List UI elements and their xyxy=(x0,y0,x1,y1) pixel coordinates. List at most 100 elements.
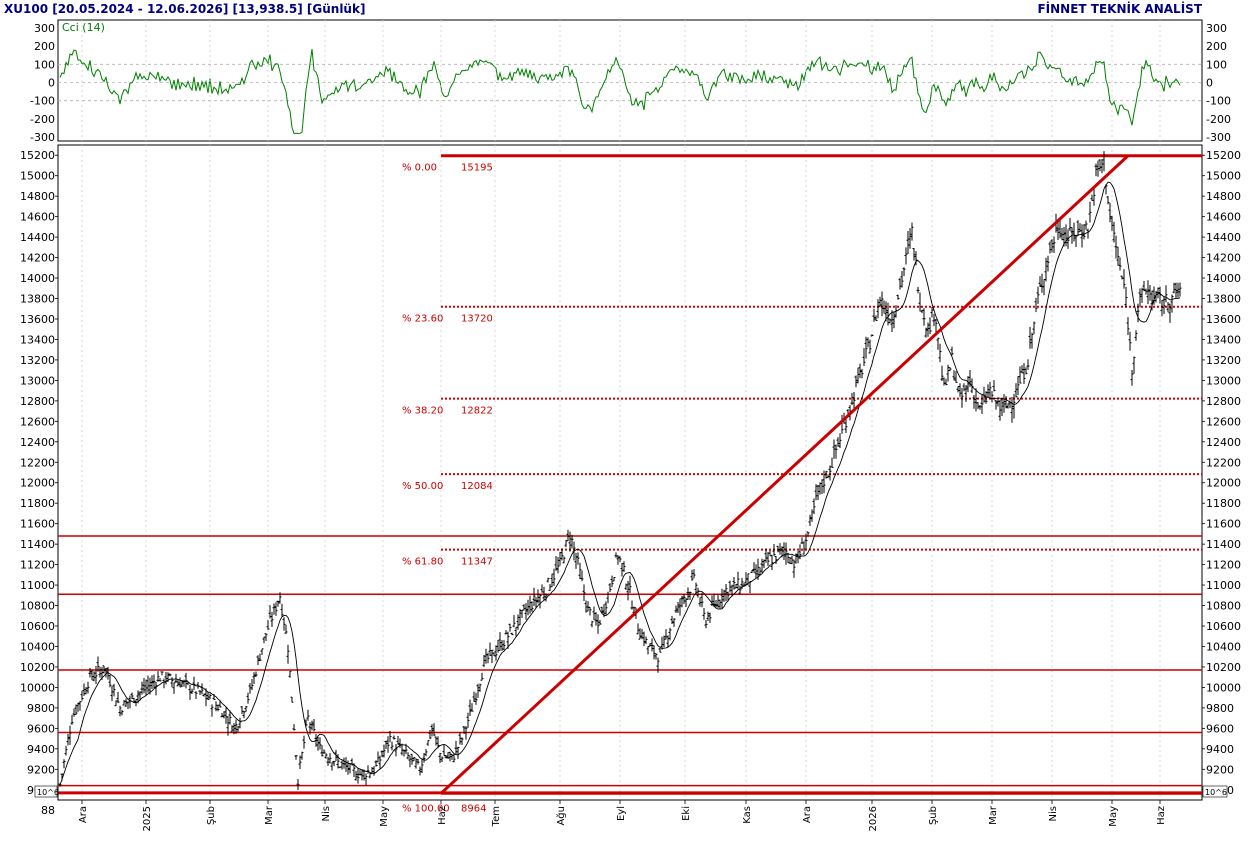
y-tick-label-left: 11600 xyxy=(20,518,55,531)
y-tick-label-right: 12200 xyxy=(1206,456,1241,469)
cci-tick-right: 200 xyxy=(1206,40,1227,53)
y-tick-label-left: 9800 xyxy=(27,702,55,715)
y-tick-label-right: 14200 xyxy=(1206,252,1241,265)
fib-pct-label: % 100.00 xyxy=(402,803,450,814)
y-tick-label-right: 14000 xyxy=(1206,272,1241,285)
y-tick-label-right: 13000 xyxy=(1206,374,1241,387)
fib-pct-label: % 61.80 xyxy=(402,557,443,568)
y-tick-label-left: 10400 xyxy=(20,640,55,653)
y-tick-label-right: 12800 xyxy=(1206,395,1241,408)
trend-line xyxy=(439,154,1130,795)
chart-title: XU100 [20.05.2024 - 12.06.2026] [13,938.… xyxy=(4,2,365,16)
cci-tick-left: 0 xyxy=(48,77,55,90)
y-tick-label-right: 11000 xyxy=(1206,579,1241,592)
x-axis: Ara 2025 Şub Mar Nis May Haz Tem Ağu Eyl Eki Kas Ara… xyxy=(58,799,1202,831)
y-tick-label-left: 15200 xyxy=(20,149,55,162)
y-tick-label-right: 14600 xyxy=(1206,211,1241,224)
fib-value-label: 13720 xyxy=(461,314,493,325)
cci-tick-left: -300 xyxy=(30,131,55,144)
x-tick-label: Nis xyxy=(321,806,332,821)
y-tick-label-left: 12200 xyxy=(20,456,55,469)
y-tick-label-left: 12800 xyxy=(20,395,55,408)
y-tick-label-left: 9400 xyxy=(27,743,55,756)
y-tick-label-partial: 88 xyxy=(41,804,55,817)
fib-pct-label: % 23.60 xyxy=(402,314,443,325)
x-tick-label: May xyxy=(1108,806,1119,827)
y-tick-label-right: 15000 xyxy=(1206,170,1241,183)
y-tick-label-right: 13600 xyxy=(1206,313,1241,326)
y-tick-label-left: 10200 xyxy=(20,661,55,674)
price-panel: 9000920094009600980010000102001040010600… xyxy=(20,20,1241,817)
scale-badge-right: 10^6 xyxy=(1205,788,1227,797)
x-tick-label: Eki xyxy=(681,806,692,821)
y-tick-label-left: 14000 xyxy=(20,272,55,285)
y-tick-label-left: 12000 xyxy=(20,477,55,490)
x-tick-label: Ara xyxy=(802,806,813,823)
fib-pct-label: % 0.00 xyxy=(402,163,437,174)
moving-average-line xyxy=(59,181,1181,785)
cci-tick-right: 100 xyxy=(1206,58,1227,71)
x-tick-label: Şub xyxy=(928,806,939,825)
y-tick-label-right: 13800 xyxy=(1206,293,1241,306)
y-tick-label-left: 9200 xyxy=(27,763,55,776)
x-tick-label: Şub xyxy=(206,806,217,825)
y-tick-label-right: 13200 xyxy=(1206,354,1241,367)
cci-tick-right: -300 xyxy=(1206,131,1231,144)
y-tick-label-left: 15000 xyxy=(20,170,55,183)
y-tick-label-right: 9400 xyxy=(1206,743,1234,756)
y-tick-label-right: 15200 xyxy=(1206,149,1241,162)
y-tick-label-left: 10800 xyxy=(20,600,55,613)
y-tick-label-right: 11800 xyxy=(1206,497,1241,510)
y-tick-label-left: 14800 xyxy=(20,190,55,203)
cci-line xyxy=(59,49,1181,134)
y-tick-label-left: 9600 xyxy=(27,722,55,735)
y-tick-label-right: 11200 xyxy=(1206,559,1241,572)
y-tick-label-left: 10000 xyxy=(20,681,55,694)
cci-tick-left: 200 xyxy=(34,40,55,53)
fib-value-label: 8964 xyxy=(461,803,486,814)
x-tick-label: Ağu xyxy=(555,806,567,826)
y-tick-label-right: 11600 xyxy=(1206,518,1241,531)
y-tick-label-left: 10600 xyxy=(20,620,55,633)
y-tick-label-right: 11400 xyxy=(1206,538,1241,551)
fib-value-label: 12822 xyxy=(461,406,493,417)
cci-indicator-label: Cci (14) xyxy=(62,21,105,34)
y-tick-label-left: 14200 xyxy=(20,252,55,265)
y-tick-label-left: 13800 xyxy=(20,293,55,306)
fib-value-label: 15195 xyxy=(461,163,493,174)
cci-tick-right: 300 xyxy=(1206,22,1227,35)
y-tick-label-left: 13400 xyxy=(20,333,55,346)
y-tick-label-left: 11400 xyxy=(20,538,55,551)
y-tick-label-right: 12600 xyxy=(1206,415,1241,428)
cci-tick-right: 0 xyxy=(1206,77,1213,90)
cci-panel: 300 200 100 0 -100 -200 -300 300 200 100 0 -100 -20… xyxy=(30,19,1231,144)
brand-label: FİNNET TEKNİK ANALİST xyxy=(1037,1,1202,16)
y-tick-label-right: 12400 xyxy=(1206,436,1241,449)
y-tick-label-left: 11800 xyxy=(20,497,55,510)
y-tick-label-right: 10400 xyxy=(1206,640,1241,653)
y-tick-label-right: 9600 xyxy=(1206,722,1234,735)
y-tick-label-right: 14400 xyxy=(1206,231,1241,244)
y-tick-label-right: 9800 xyxy=(1206,702,1234,715)
x-tick-label: Kas xyxy=(742,806,753,824)
y-tick-label-right: 12000 xyxy=(1206,477,1241,490)
x-tick-label: 2026 xyxy=(868,806,879,831)
y-tick-label-left: 11200 xyxy=(20,559,55,572)
cci-tick-right: -100 xyxy=(1206,95,1231,108)
scale-badge-left: 10^6 xyxy=(37,788,59,797)
y-tick-label-left: 14400 xyxy=(20,231,55,244)
x-tick-label: Mar xyxy=(264,805,275,825)
x-tick-label: Haz xyxy=(1156,806,1167,825)
x-tick-label: Eyl xyxy=(616,806,627,821)
cci-tick-left: 100 xyxy=(34,58,55,71)
cci-tick-left: -100 xyxy=(30,95,55,108)
cci-tick-right: -200 xyxy=(1206,113,1231,126)
fib-pct-label: % 38.20 xyxy=(402,406,443,417)
x-tick-label: Nis xyxy=(1048,806,1059,821)
y-tick-label-right: 14800 xyxy=(1206,190,1241,203)
y-tick-label-right: 10800 xyxy=(1206,600,1241,613)
y-tick-label-left: 12600 xyxy=(20,415,55,428)
fib-value-label: 12084 xyxy=(461,481,493,492)
x-tick-label: Ara xyxy=(78,806,89,823)
